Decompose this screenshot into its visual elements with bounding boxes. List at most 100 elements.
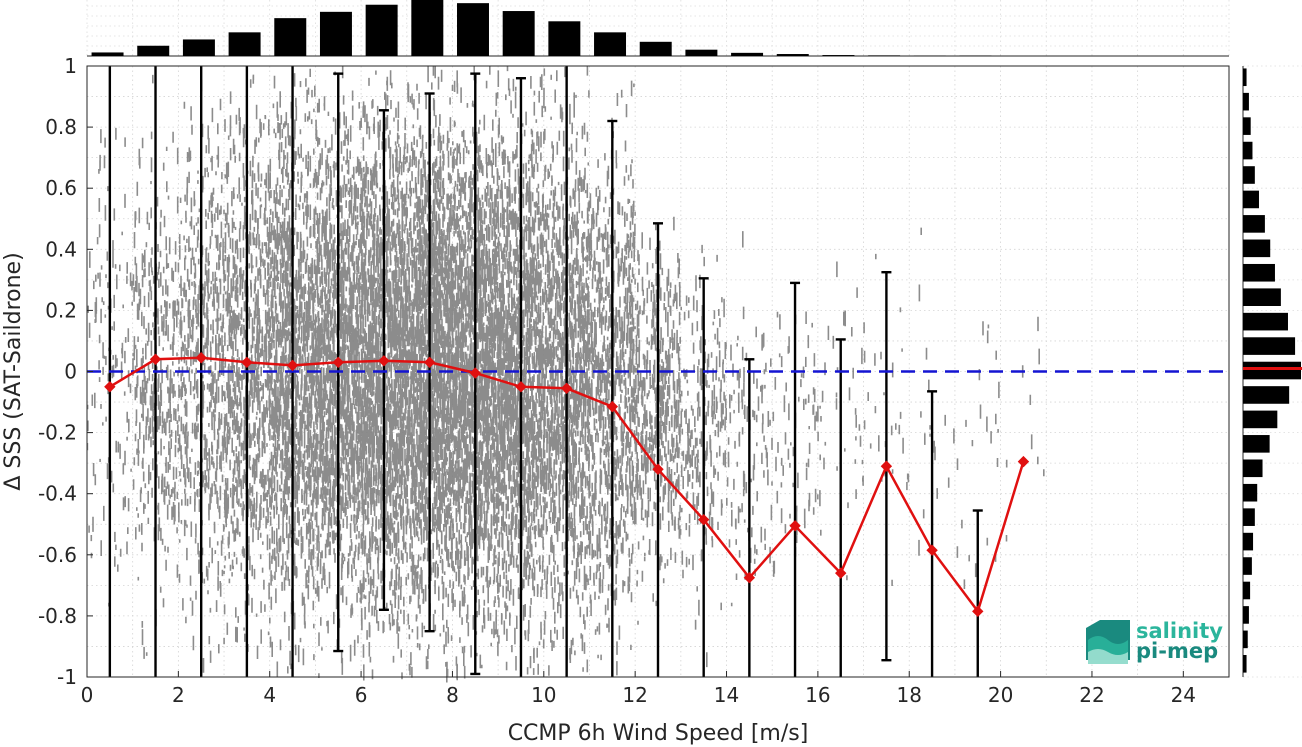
salinity-pi-mep-logo: salinity pi-mep	[1086, 619, 1223, 664]
x-tick-label: 4	[263, 683, 276, 707]
mean-marker	[149, 353, 162, 365]
y-tick-label: 1	[64, 54, 77, 78]
mean-marker	[1017, 455, 1030, 468]
x-tick-label: 6	[355, 683, 368, 707]
mean-marker	[423, 356, 436, 369]
logo-shape-wave2	[1088, 649, 1128, 664]
y-tick-label: 0	[64, 360, 77, 384]
right-histogram	[1242, 65, 1302, 678]
right-hist-bar	[1243, 459, 1263, 478]
right-hist-bar	[1243, 190, 1259, 209]
top-hist-bar	[639, 41, 672, 56]
y-tick-label: 0.8	[45, 115, 77, 139]
right-hist-bar	[1243, 606, 1249, 624]
y-tick-label: 0.6	[45, 176, 77, 200]
mean-marker	[332, 356, 344, 369]
right-hist-bar	[1243, 337, 1296, 355]
y-tick-label: -0.8	[38, 604, 77, 628]
right-hist-bar	[1243, 68, 1247, 87]
x-tick-label: 18	[897, 683, 922, 707]
x-tick-label: 0	[81, 683, 94, 707]
mean-marker	[972, 605, 984, 618]
mean-marker	[697, 513, 710, 526]
right-hist-bar	[1243, 141, 1253, 160]
top-hist-bar	[731, 52, 764, 56]
right-hist-bar	[1243, 92, 1249, 111]
top-hist-bar	[319, 11, 352, 56]
right-hist-bar	[1243, 655, 1247, 673]
right-hist-bar	[1243, 361, 1301, 380]
mean-marker	[743, 572, 756, 584]
right-hist-bar	[1243, 410, 1278, 429]
top-hist-bar	[228, 32, 261, 56]
x-tick-label: 16	[805, 683, 830, 707]
right-hist-bar	[1243, 435, 1270, 453]
right-hist-bar	[1243, 263, 1275, 282]
mean-marker	[652, 463, 664, 475]
mean-marker	[469, 367, 481, 379]
right-hist-bar	[1243, 630, 1248, 649]
mean-marker	[241, 356, 253, 369]
x-tick-label: 22	[1079, 683, 1104, 707]
right-hist-bar	[1243, 386, 1290, 404]
right-hist-bar	[1243, 215, 1265, 233]
mean-marker	[606, 400, 619, 413]
top-hist-bar	[411, 0, 444, 56]
y-tick-label: -1	[57, 665, 77, 689]
top-hist-bar	[822, 55, 855, 56]
x-tick-label: 10	[531, 683, 556, 707]
y-axis-label: Δ SSS (SAT-Saildrone)	[1, 252, 26, 490]
x-axis-ticks: 0 2 4 6 8 10 12 14 16 18 20 22 24	[81, 671, 1196, 707]
top-hist-bar	[137, 45, 170, 56]
mean-markers	[104, 352, 1030, 618]
wave-logo-icon	[1086, 620, 1130, 664]
mean-marker	[104, 381, 116, 393]
x-tick-label: 14	[714, 683, 739, 707]
y-tick-label: -0.4	[38, 482, 77, 506]
top-hist-bar	[548, 21, 581, 56]
top-hist-bar	[457, 3, 489, 56]
top-hist-bar	[182, 39, 215, 56]
logo-text-line1: salinity	[1136, 619, 1223, 643]
mean-marker	[195, 352, 207, 364]
mean-marker	[926, 544, 938, 556]
top-hist-bar	[594, 32, 627, 56]
mean-marker	[378, 355, 390, 367]
mean-marker	[835, 567, 847, 579]
x-tick-label: 12	[622, 683, 647, 707]
top-hist-bar	[274, 18, 307, 56]
y-axis-ticks: 1 0.8 0.6 0.4 0.2 0 -0.2 -0.4 -0.6 -0.8 -1	[38, 54, 93, 689]
top-hist-bar	[91, 52, 124, 56]
y-tick-label: -0.2	[38, 421, 77, 445]
mean-marker	[286, 359, 299, 372]
mean-marker	[880, 460, 893, 472]
mean-marker	[560, 382, 573, 395]
top-hist-bar	[365, 4, 398, 56]
right-hist-bar	[1243, 288, 1281, 307]
x-tick-label: 24	[1171, 683, 1196, 707]
x-axis-label: CCMP 6h Wind Speed [m/s]	[508, 721, 809, 746]
x-tick-label: 8	[446, 683, 459, 707]
top-hist-bar	[502, 11, 535, 57]
top-hist-bar	[868, 55, 901, 56]
mean-marker	[789, 520, 801, 532]
right-hist-bar	[1243, 239, 1271, 258]
x-tick-label: 20	[988, 683, 1013, 707]
y-tick-label: 0.2	[45, 298, 77, 322]
y-tick-label: -0.6	[38, 543, 77, 567]
mean-marker	[515, 381, 527, 393]
top-hist-bar	[685, 49, 718, 56]
y-tick-label: 0.4	[45, 237, 77, 261]
right-hist-bar	[1243, 557, 1252, 575]
right-hist-bar	[1243, 508, 1255, 526]
right-hist-bar	[1243, 117, 1251, 135]
logo-text-line2: pi-mep	[1136, 639, 1218, 663]
x-tick-label: 2	[172, 683, 185, 707]
right-hist-bar	[1243, 166, 1255, 184]
top-histogram	[86, 0, 1230, 57]
right-hist-bar	[1243, 312, 1288, 331]
right-hist-bar	[1243, 483, 1258, 502]
right-hist-bar	[1243, 532, 1254, 551]
top-hist-bar	[776, 54, 809, 56]
